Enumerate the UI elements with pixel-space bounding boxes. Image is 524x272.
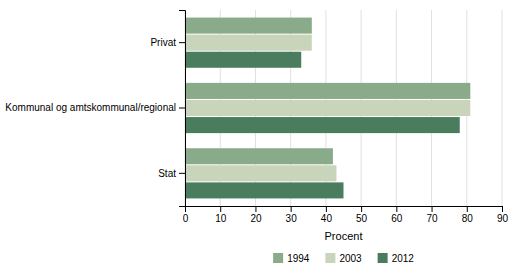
bar xyxy=(185,182,344,198)
x-tick-label: 70 xyxy=(426,213,438,224)
x-tick: 50 xyxy=(356,206,368,224)
grid xyxy=(185,10,502,206)
bar xyxy=(185,117,460,133)
bar xyxy=(185,100,470,116)
legend-label: 2012 xyxy=(392,253,415,264)
x-axis-line xyxy=(186,207,503,213)
y-tick: Stat xyxy=(158,168,185,179)
bar xyxy=(185,18,312,34)
x-tick-mark xyxy=(291,206,292,212)
bar xyxy=(185,35,312,51)
x-tick: 60 xyxy=(391,206,403,224)
plot: 0 10 20 30 40 50 60 70 80 90 Privat Kommunal og amt… xyxy=(5,10,508,224)
x-tick-label: 30 xyxy=(286,213,298,224)
x-tick-mark xyxy=(396,206,397,212)
x-tick-mark xyxy=(255,206,256,212)
chart: 0 10 20 30 40 50 60 70 80 90 Privat Kommunal og amt… xyxy=(0,0,524,272)
x-tick: 80 xyxy=(462,206,474,224)
legend-swatch xyxy=(325,253,335,263)
x-tick-mark xyxy=(432,206,433,212)
legend-item: 2012 xyxy=(378,253,415,264)
x-tick-label: 20 xyxy=(250,213,262,224)
x-tick: 30 xyxy=(286,206,298,224)
x-axis-title: Procent xyxy=(325,230,363,242)
y-tick: Privat xyxy=(150,37,185,48)
x-tick-label: 80 xyxy=(462,213,474,224)
legend-swatch xyxy=(378,253,388,263)
y-axis-line xyxy=(179,11,186,207)
x-axis: 0 10 20 30 40 50 60 70 80 90 xyxy=(183,206,509,224)
grid-line xyxy=(502,10,503,206)
y-tick-mark xyxy=(179,42,185,43)
legend-item: 2003 xyxy=(325,253,362,264)
bars xyxy=(185,18,470,199)
x-tick-mark xyxy=(467,206,468,212)
legend-label: 2003 xyxy=(339,253,362,264)
y-tick-label: Privat xyxy=(150,37,176,48)
x-tick-label: 40 xyxy=(321,213,333,224)
y-tick-label: Stat xyxy=(158,168,176,179)
legend-swatch xyxy=(273,253,283,263)
y-tick-label: Kommunal og amtskommunal/regional xyxy=(5,102,176,113)
x-tick-label: 10 xyxy=(215,213,227,224)
bar xyxy=(185,83,470,99)
y-tick-mark xyxy=(179,173,185,174)
bar xyxy=(185,52,301,68)
x-tick: 10 xyxy=(215,206,227,224)
x-tick-mark xyxy=(326,206,327,212)
x-tick-label: 60 xyxy=(391,213,403,224)
bar-series xyxy=(185,52,460,199)
x-tick: 40 xyxy=(321,206,333,224)
x-tick-label: 0 xyxy=(183,213,189,224)
legend-item: 1994 xyxy=(273,253,310,264)
x-tick: 70 xyxy=(426,206,438,224)
bar-series xyxy=(185,35,470,182)
x-tick-label: 90 xyxy=(497,213,509,224)
y-axis: Privat Kommunal og amtskommunal/regional S… xyxy=(5,11,185,207)
bar-series xyxy=(185,18,470,165)
x-tick-mark xyxy=(361,206,362,212)
x-tick: 90 xyxy=(497,206,509,224)
x-tick-mark xyxy=(502,206,503,212)
legend: 1994 2003 2012 xyxy=(273,253,414,264)
x-tick-mark xyxy=(220,206,221,212)
bar xyxy=(185,148,333,164)
x-tick: 0 xyxy=(183,206,189,224)
x-tick-label: 50 xyxy=(356,213,368,224)
y-tick-mark xyxy=(179,108,185,109)
bar xyxy=(185,165,336,181)
legend-label: 1994 xyxy=(287,253,310,264)
x-tick: 20 xyxy=(250,206,262,224)
y-tick: Kommunal og amtskommunal/regional xyxy=(5,102,185,113)
